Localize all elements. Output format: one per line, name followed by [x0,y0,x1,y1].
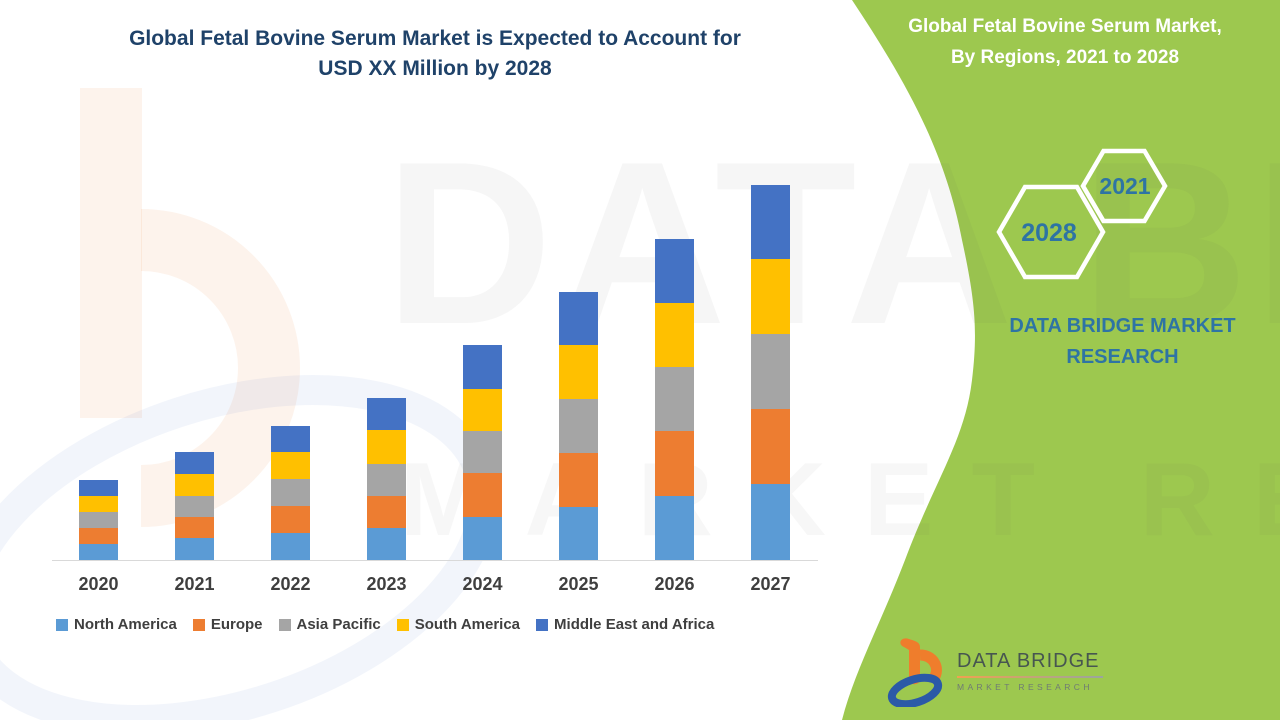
bar-segment-2025-middle-east-and-africa [559,292,598,345]
bar-segment-2023-asia-pacific [367,464,406,496]
data-bridge-logo: DATA BRIDGE MARKET RESEARCH [885,634,1125,708]
bar-segment-2023-north-america [367,528,406,560]
watermark-text-line2: MARKET RESEARCH [400,442,1280,558]
bar-segment-2024-south-america [463,389,502,431]
side-panel-heading-line2: By Regions, 2021 to 2028 [950,47,1180,68]
bar-segment-2021-asia-pacific [175,496,214,517]
legend-swatch-asia-pacific [278,618,291,631]
bar-segment-2020-south-america [79,496,118,512]
bar-segment-2026-north-america [655,496,694,560]
brand-text-line2: RESEARCH [1066,346,1179,368]
bar-segment-2025-north-america [559,507,598,560]
bar-segment-2021-europe [175,517,214,538]
bar-segment-2020-middle-east-and-africa [79,480,118,496]
legend-item-south-america: South America [396,616,521,633]
bar-segment-2020-north-america [79,544,118,560]
legend-swatch-europe [192,618,205,631]
hexagon-2028-label: 2028 [1021,219,1077,247]
bar-segment-2025-south-america [559,345,598,399]
legend-swatch-north-america [56,618,68,631]
legend-item-europe: Europe [192,616,263,633]
chart-title-line1: Global Fetal Bovine Serum Market is Expe… [129,27,741,50]
bar-segment-2025-europe [559,453,598,507]
bar-segment-2023-europe [367,496,406,528]
chart-legend: North America Europe Asia Pacific South Ame… [56,616,714,633]
bar-segment-2021-middle-east-and-africa [175,452,214,474]
bar-segment-2027-asia-pacific [751,334,790,409]
legend-item-middle-east-and-africa: Middle East and Africa [536,616,714,633]
brand-text: DATA BRIDGE MARKET RESEARCH [960,311,1280,373]
bar-2021 [175,452,214,560]
bar-segment-2027-north-america [751,484,790,560]
bar-segment-2020-europe [79,528,118,544]
legend-swatch-middle-east-and-africa [536,618,549,631]
hexagon-2028-outline [996,184,1106,280]
bar-segment-2026-asia-pacific [655,367,694,431]
bar-2026 [655,239,694,560]
bar-segment-2023-middle-east-and-africa [367,398,406,430]
x-axis-label-2020: 2020 [78,574,119,594]
bar-2020 [79,480,118,560]
hexagon-2021-outline [1080,148,1168,224]
bar-2027 [751,185,790,560]
bar-segment-2023-south-america [367,430,406,464]
bar-2024 [463,345,502,560]
bar-segment-2027-middle-east-and-africa [751,185,790,259]
side-panel-heading-line1: Global Fetal Bovine Serum Market, [908,16,1222,37]
bar-segment-2021-north-america [175,538,214,560]
hexagon-2021-label: 2021 [1099,173,1151,199]
bar-2025 [559,292,598,560]
bar-segment-2026-middle-east-and-africa [655,239,694,303]
bar-segment-2026-south-america [655,303,694,367]
chart-title: Global Fetal Bovine Serum Market is Expe… [30,24,840,84]
legend-label-middle-east-and-africa: Middle East and Africa [554,616,715,633]
bar-segment-2022-europe [271,506,310,533]
x-axis-label-2023: 2023 [366,574,407,594]
bar-2022 [271,426,310,560]
bar-segment-2024-north-america [463,517,502,560]
bar-segment-2024-middle-east-and-africa [463,345,502,389]
x-axis-label-2021: 2021 [174,574,215,594]
x-axis-label-2022: 2022 [270,574,311,594]
bar-segment-2024-asia-pacific [463,431,502,473]
chart-title-line2: USD XX Million by 2028 [318,57,552,80]
bar-segment-2027-south-america [751,259,790,334]
watermark-text-line1: DATA BRIDGE [385,114,1280,373]
logo-underline [957,676,1103,678]
bar-segment-2022-north-america [271,533,310,560]
legend-label-north-america: North America [74,616,177,633]
x-axis-label-2024: 2024 [462,574,503,594]
legend-label-asia-pacific: Asia Pacific [296,616,381,633]
logo-subtitle: MARKET RESEARCH [957,682,1093,692]
brand-text-line1: DATA BRIDGE MARKET [1009,315,1236,337]
hexagon-badges [996,148,1168,280]
legend-item-asia-pacific: Asia Pacific [278,616,381,633]
x-axis-label-2026: 2026 [654,574,695,594]
legend-swatch-south-america [396,618,409,631]
x-axis-line [52,560,818,561]
x-axis-label-2025: 2025 [558,574,599,594]
bar-2023 [367,398,406,560]
x-axis-label-2027: 2027 [750,574,791,594]
bar-segment-2022-asia-pacific [271,479,310,506]
bar-segment-2022-south-america [271,452,310,479]
bar-segment-2020-asia-pacific [79,512,118,528]
bar-segment-2026-europe [655,431,694,496]
legend-label-south-america: South America [414,616,521,633]
legend-item-north-america: North America [56,616,177,633]
logo-name: DATA BRIDGE [957,650,1100,672]
bar-segment-2027-europe [751,409,790,484]
side-panel-heading: Global Fetal Bovine Serum Market, By Reg… [870,11,1260,73]
bar-segment-2024-europe [463,473,502,517]
data-bridge-logo-text: DATA BRIDGE MARKET RESEARCH [957,650,1103,692]
data-bridge-logo-icon [887,638,943,707]
bar-segment-2025-asia-pacific [559,399,598,453]
bar-segment-2022-middle-east-and-africa [271,426,310,452]
legend-label-europe: Europe [210,616,263,633]
bar-segment-2021-south-america [175,474,214,496]
